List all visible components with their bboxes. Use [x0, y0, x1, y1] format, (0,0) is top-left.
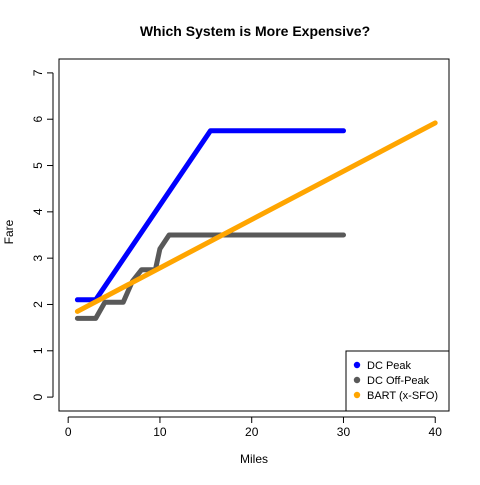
- series-line-dc-peak: [74, 128, 346, 303]
- series-line-dc-off-peak: [74, 232, 346, 321]
- x-tick-label: 30: [337, 425, 351, 439]
- legend-box: [345, 350, 450, 412]
- x-tick-label: 0: [65, 425, 72, 439]
- x-axis-label: Miles: [240, 452, 268, 466]
- legend: DC Peak DC Off-Peak BART (x-SFO): [345, 350, 450, 412]
- y-tick-label: 5: [31, 162, 45, 169]
- legend-swatch: [353, 361, 361, 369]
- y-tick-label: 7: [31, 69, 45, 76]
- y-tick-label: 2: [31, 301, 45, 308]
- chart-title: Which System is More Expensive?: [140, 23, 370, 39]
- y-tick-label: 6: [31, 116, 45, 123]
- legend-swatch: [353, 391, 361, 399]
- series-line-bart-x-sfo: [74, 120, 438, 314]
- legend-swatch: [353, 376, 361, 384]
- y-tick-label: 4: [31, 208, 45, 215]
- y-tick-label: 1: [31, 347, 45, 354]
- y-tick-label: 3: [31, 255, 45, 262]
- plot-frame: [58, 58, 450, 412]
- y-axis-label: Fare: [2, 219, 16, 244]
- x-tick-label: 10: [153, 425, 167, 439]
- legend-label: DC Off-Peak: [367, 375, 430, 387]
- legend-label: BART (x-SFO): [367, 390, 438, 402]
- series: [74, 120, 438, 321]
- y-tick-label: 0: [31, 393, 45, 400]
- x-tick-label: 40: [429, 425, 443, 439]
- x-tick-label: 20: [245, 425, 259, 439]
- axes: 0 10 20 30 40 0 1 2 3 4 5 6 7: [31, 69, 442, 439]
- legend-label: DC Peak: [367, 360, 412, 372]
